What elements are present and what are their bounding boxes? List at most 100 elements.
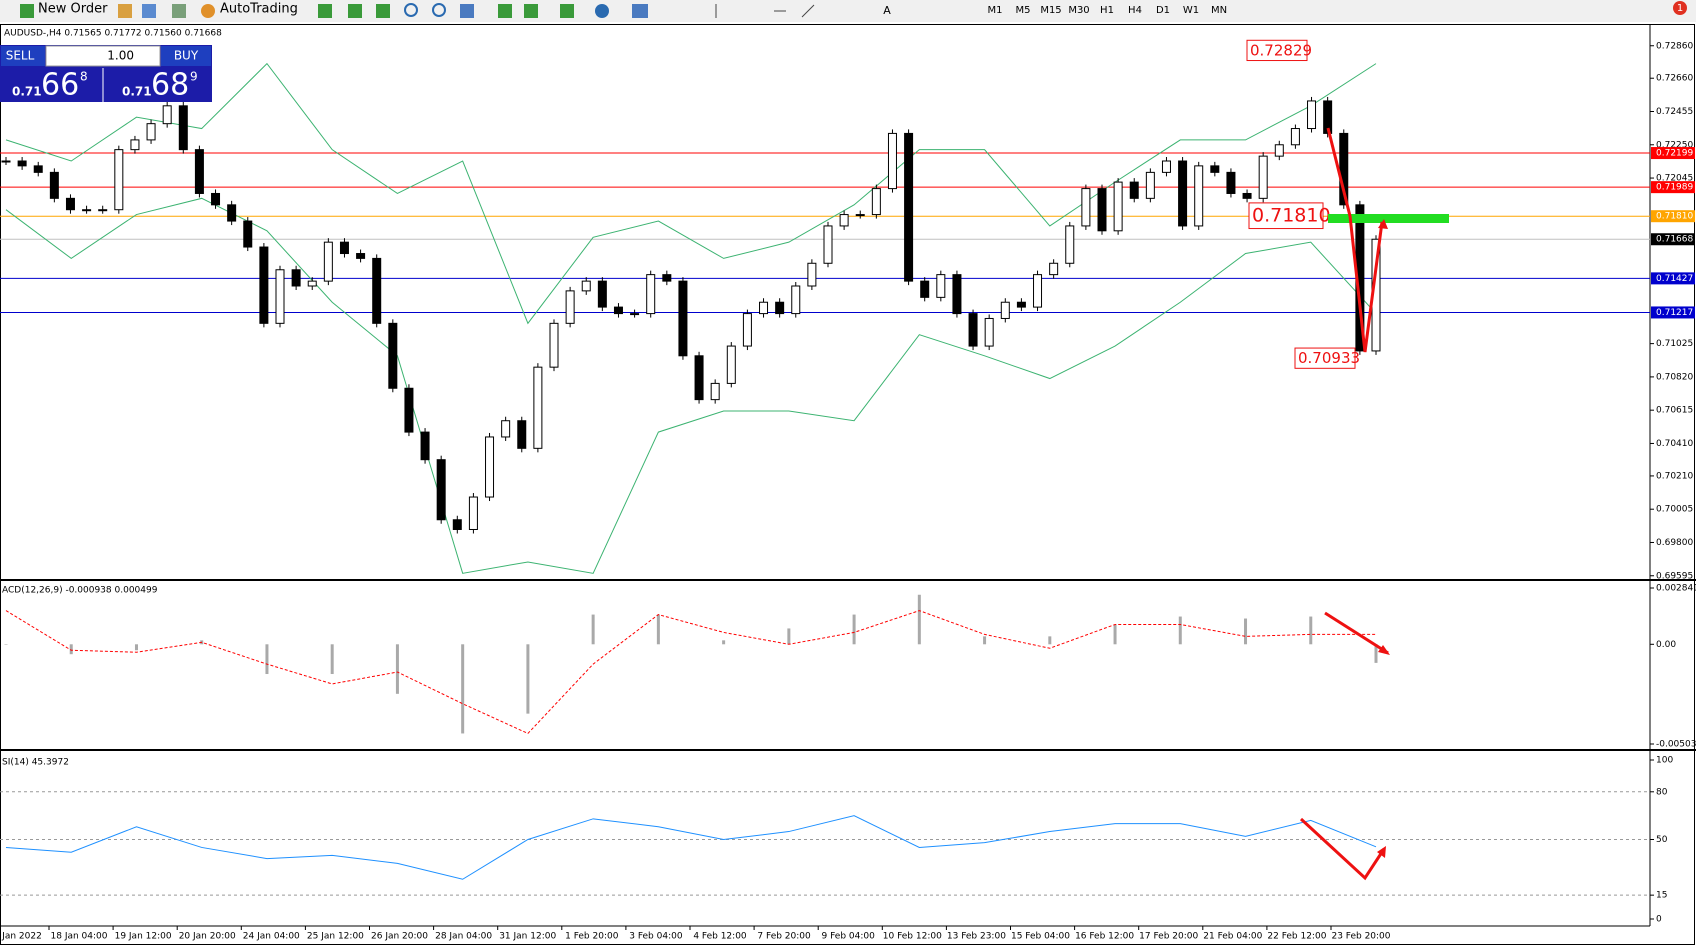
candle — [920, 280, 930, 298]
candle — [565, 290, 575, 324]
level-label-box — [1651, 272, 1695, 285]
y-tick-label: 0.69595 — [1656, 571, 1693, 581]
candle — [82, 209, 92, 212]
timeframe[interactable]: M30 — [1068, 5, 1089, 16]
candle — [1226, 171, 1236, 194]
price-annotation: 0.70933 — [1298, 349, 1360, 367]
buy-label[interactable]: BUY — [174, 49, 199, 63]
level-label: 0.71989 — [1656, 183, 1693, 193]
price-annotation: 0.72829 — [1250, 41, 1312, 59]
x-tick-label: 26 Jan 20:00 — [371, 932, 428, 942]
zoom-out[interactable] — [432, 3, 446, 17]
timeframe[interactable]: D1 — [1156, 5, 1170, 16]
ask-big[interactable]: 68 — [151, 68, 189, 103]
level-label: 0.71810 — [1656, 212, 1693, 222]
autotrading[interactable]: AutoTrading — [220, 2, 298, 17]
autotrading-icon[interactable] — [201, 4, 215, 18]
candle — [1065, 225, 1075, 264]
macd-bar — [526, 644, 530, 714]
macd-bar — [722, 640, 726, 645]
sell-label[interactable]: SELL — [6, 49, 35, 63]
level-label-box — [1651, 306, 1695, 319]
candle — [726, 345, 736, 384]
text-tool[interactable]: A — [883, 4, 891, 17]
x-tick-label: 28 Jan 04:00 — [435, 932, 492, 942]
tool-icon[interactable] — [560, 4, 574, 18]
candle — [646, 274, 656, 315]
tool-icon[interactable] — [142, 4, 156, 18]
candle — [807, 262, 817, 287]
y-tick-label: -0.005032 — [1656, 740, 1696, 750]
candle — [1145, 171, 1155, 199]
candle — [178, 105, 188, 151]
timeframe[interactable]: M1 — [988, 5, 1003, 16]
notification-badge[interactable] — [1673, 1, 1687, 15]
y-tick-label: 0.72455 — [1656, 107, 1693, 117]
timeframe[interactable]: W1 — [1183, 5, 1199, 16]
timeframe[interactable]: M15 — [1040, 5, 1061, 16]
macd-bar — [4, 644, 8, 645]
tool-icon[interactable] — [318, 4, 332, 18]
candle — [323, 241, 333, 282]
timeframes: M1 M5 M15 M30 H1 H4 D1 W1 MN — [988, 5, 1228, 16]
lot-value[interactable]: 1.00 — [107, 49, 134, 63]
ask-small[interactable]: 9 — [190, 70, 198, 84]
level-label: 0.71427 — [1656, 274, 1693, 284]
macd-bar — [1374, 644, 1378, 663]
candle — [1097, 188, 1107, 232]
y-tick-label: 0.71025 — [1656, 339, 1693, 349]
macd-bar — [917, 594, 921, 645]
tool-icon[interactable] — [348, 4, 362, 18]
candle — [501, 420, 511, 438]
timeframe[interactable]: H1 — [1100, 5, 1114, 16]
candle — [1129, 181, 1139, 199]
timeframe[interactable]: M5 — [1016, 5, 1031, 16]
arrow-path — [1324, 611, 1389, 655]
level-label-box — [1651, 233, 1695, 246]
candle — [1274, 144, 1284, 157]
tool-icon[interactable] — [632, 4, 648, 18]
new-order-icon[interactable] — [20, 4, 34, 18]
tool-icon[interactable] — [376, 4, 390, 18]
macd-bar — [983, 636, 987, 645]
clock-icon[interactable] — [595, 4, 609, 18]
bid-prefix[interactable]: 0.71 — [12, 85, 42, 99]
candle — [65, 197, 75, 211]
y-tick-label: 0.70615 — [1656, 406, 1693, 416]
candle — [404, 387, 414, 433]
arrow-head — [1378, 219, 1388, 229]
price-annotation: 0.71810 — [1252, 205, 1331, 227]
tool-icon[interactable] — [118, 4, 132, 18]
new-order[interactable]: New Order — [38, 2, 108, 17]
tool-icon[interactable] — [172, 4, 186, 18]
y-tick-label: 0.70005 — [1656, 505, 1693, 515]
sell-button[interactable] — [1, 46, 45, 66]
buy-button[interactable] — [161, 46, 211, 66]
ask-prefix[interactable]: 0.71 — [122, 85, 152, 99]
candle — [1290, 128, 1300, 146]
macd-signal — [5, 610, 1377, 735]
x-tick-label: 25 Jan 12:00 — [307, 932, 364, 942]
bid-small[interactable]: 8 — [80, 70, 88, 84]
candle — [855, 214, 865, 217]
candle — [517, 420, 527, 449]
candle — [1161, 160, 1171, 173]
bid-big[interactable]: 66 — [41, 68, 79, 103]
y-tick-label: 0 — [1656, 915, 1662, 925]
tool-icon[interactable] — [460, 4, 474, 18]
y-tick-label: 0.70410 — [1656, 439, 1693, 449]
trend-tool[interactable] — [801, 4, 815, 18]
lot-input[interactable] — [45, 45, 161, 67]
macd-bar — [1244, 618, 1248, 645]
zoom-in[interactable] — [404, 3, 418, 17]
macd-title: ACD(12,26,9) -0.000938 0.000499 — [2, 586, 158, 596]
tool-icon[interactable] — [524, 4, 538, 18]
timeframe[interactable]: MN — [1211, 5, 1227, 16]
macd-bar — [134, 644, 138, 651]
candle — [98, 209, 108, 212]
tool-icon[interactable] — [498, 4, 512, 18]
level-label-box — [1651, 210, 1695, 223]
timeframe[interactable]: H4 — [1128, 5, 1142, 16]
macd-bar — [787, 628, 791, 645]
y-tick-label: 100 — [1656, 756, 1673, 766]
